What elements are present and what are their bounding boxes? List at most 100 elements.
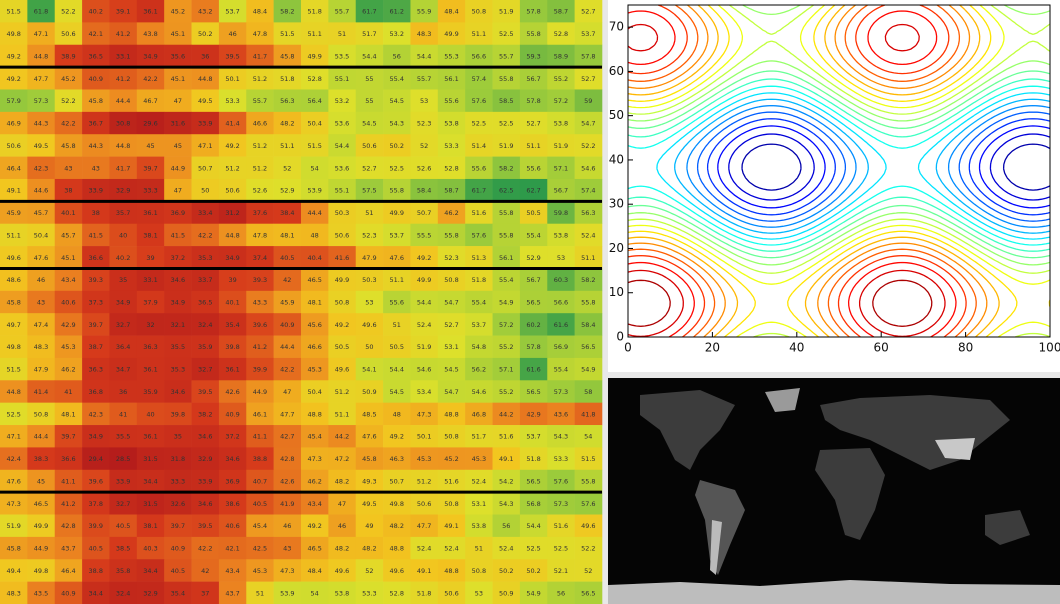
cell-value: 49.3 <box>362 477 376 485</box>
cell-value: 45.7 <box>61 231 75 239</box>
cell-value: 44.4 <box>307 209 321 217</box>
cell-value: 55.8 <box>526 30 540 38</box>
cell-value: 34.6 <box>198 500 212 508</box>
cell-value: 31.8 <box>171 455 185 463</box>
cell-value: 50.9 <box>362 388 376 396</box>
cell-value: 34.9 <box>171 299 185 307</box>
cell-value: 55.2 <box>554 75 568 83</box>
cell-value: 52 <box>420 142 428 150</box>
cell-value: 48 <box>311 231 319 239</box>
cell-value: 38.7 <box>89 343 103 351</box>
cell-value: 51.8 <box>526 455 540 463</box>
cell-value: 61.8 <box>34 8 48 16</box>
cell-value: 36.6 <box>61 455 75 463</box>
cell-value: 48 <box>393 410 401 418</box>
cell-value: 46.3 <box>390 455 404 463</box>
cell-value: 52.8 <box>307 75 321 83</box>
cell-value: 45.6 <box>307 321 321 329</box>
cell-value: 54.4 <box>417 299 431 307</box>
cell-value: 55.7 <box>335 8 349 16</box>
cell-value: 39.5 <box>198 522 212 530</box>
cell-value: 62.7 <box>526 187 540 195</box>
cell-value: 49.9 <box>335 276 349 284</box>
cell-value: 51.1 <box>472 30 486 38</box>
cell-value: 45 <box>146 142 154 150</box>
cell-value: 54.9 <box>526 589 540 597</box>
cell-value: 38.3 <box>34 455 48 463</box>
cell-value: 59.3 <box>526 52 540 60</box>
cell-value: 49.2 <box>6 75 20 83</box>
cell-value: 33.9 <box>89 187 103 195</box>
cell-value: 50.2 <box>499 567 513 575</box>
cell-value: 32.4 <box>198 321 212 329</box>
cell-value: 52.8 <box>390 589 404 597</box>
cell-value: 32.9 <box>116 187 130 195</box>
cell-value: 50 <box>201 187 209 195</box>
cell-value: 38.2 <box>198 410 212 418</box>
cell-value: 56.9 <box>554 343 568 351</box>
cell-value: 52.7 <box>362 164 376 172</box>
cell-value: 52.2 <box>581 142 595 150</box>
cell-value: 42 <box>283 276 291 284</box>
cell-value: 44.3 <box>34 120 48 128</box>
cell-value: 55.8 <box>499 231 513 239</box>
cell-value: 54.5 <box>444 366 458 374</box>
cell-value: 52.5 <box>390 164 404 172</box>
cell-value: 47.8 <box>253 231 267 239</box>
cell-value: 43.4 <box>307 500 321 508</box>
cell-value: 52.7 <box>526 120 540 128</box>
cell-value: 52.5 <box>526 545 540 553</box>
cell-value: 48.2 <box>335 545 349 553</box>
cell-value: 50.7 <box>198 164 212 172</box>
cell-value: 50.9 <box>499 589 513 597</box>
cell-value: 51 <box>475 545 483 553</box>
cell-value: 54.9 <box>499 299 513 307</box>
cell-value: 44.8 <box>198 75 212 83</box>
cell-value: 51.5 <box>6 8 20 16</box>
cell-value: 45.3 <box>253 567 267 575</box>
cell-value: 57.4 <box>472 75 486 83</box>
cell-value: 47.7 <box>34 75 48 83</box>
cell-value: 52.5 <box>499 120 513 128</box>
cell-value: 59 <box>584 97 592 105</box>
cell-value: 47.3 <box>417 410 431 418</box>
cell-value: 43 <box>37 299 45 307</box>
cell-value: 44.4 <box>280 343 294 351</box>
y-tick-label: 70 <box>609 20 624 34</box>
cell-value: 50.8 <box>472 567 486 575</box>
cell-value: 56.2 <box>472 366 486 374</box>
cell-value: 57.6 <box>581 500 595 508</box>
cell-value: 40.1 <box>61 209 75 217</box>
cell-value: 36 <box>201 52 209 60</box>
cell-value: 54 <box>584 433 592 441</box>
cell-value: 42.2 <box>143 75 157 83</box>
cell-value: 49.6 <box>362 321 376 329</box>
cell-value: 52.6 <box>417 164 431 172</box>
cell-value: 52.7 <box>581 8 595 16</box>
y-tick-label: 0 <box>616 330 624 344</box>
cell-value: 49.4 <box>6 567 20 575</box>
cell-value: 50.8 <box>444 500 458 508</box>
cell-value: 53 <box>475 589 483 597</box>
cell-value: 32.7 <box>116 321 130 329</box>
cell-value: 46.6 <box>307 343 321 351</box>
cell-value: 42.8 <box>280 455 294 463</box>
cell-value: 54.7 <box>444 388 458 396</box>
cell-value: 38.5 <box>116 545 130 553</box>
cell-value: 58.9 <box>554 52 568 60</box>
cell-value: 49.5 <box>198 97 212 105</box>
cell-value: 36.1 <box>143 8 157 16</box>
cell-value: 47 <box>174 97 182 105</box>
cell-value: 52.3 <box>444 254 458 262</box>
cell-value: 52.3 <box>362 231 376 239</box>
cell-value: 58.7 <box>554 8 568 16</box>
cell-value: 51.6 <box>499 433 513 441</box>
cell-value: 51.2 <box>253 164 267 172</box>
cell-value: 51.1 <box>6 231 20 239</box>
cell-value: 44.4 <box>116 97 130 105</box>
cell-value: 41.2 <box>61 500 75 508</box>
cell-value: 41.4 <box>34 388 48 396</box>
cell-value: 34.9 <box>225 254 239 262</box>
cell-value: 48.4 <box>253 8 267 16</box>
cell-value: 47 <box>283 388 291 396</box>
